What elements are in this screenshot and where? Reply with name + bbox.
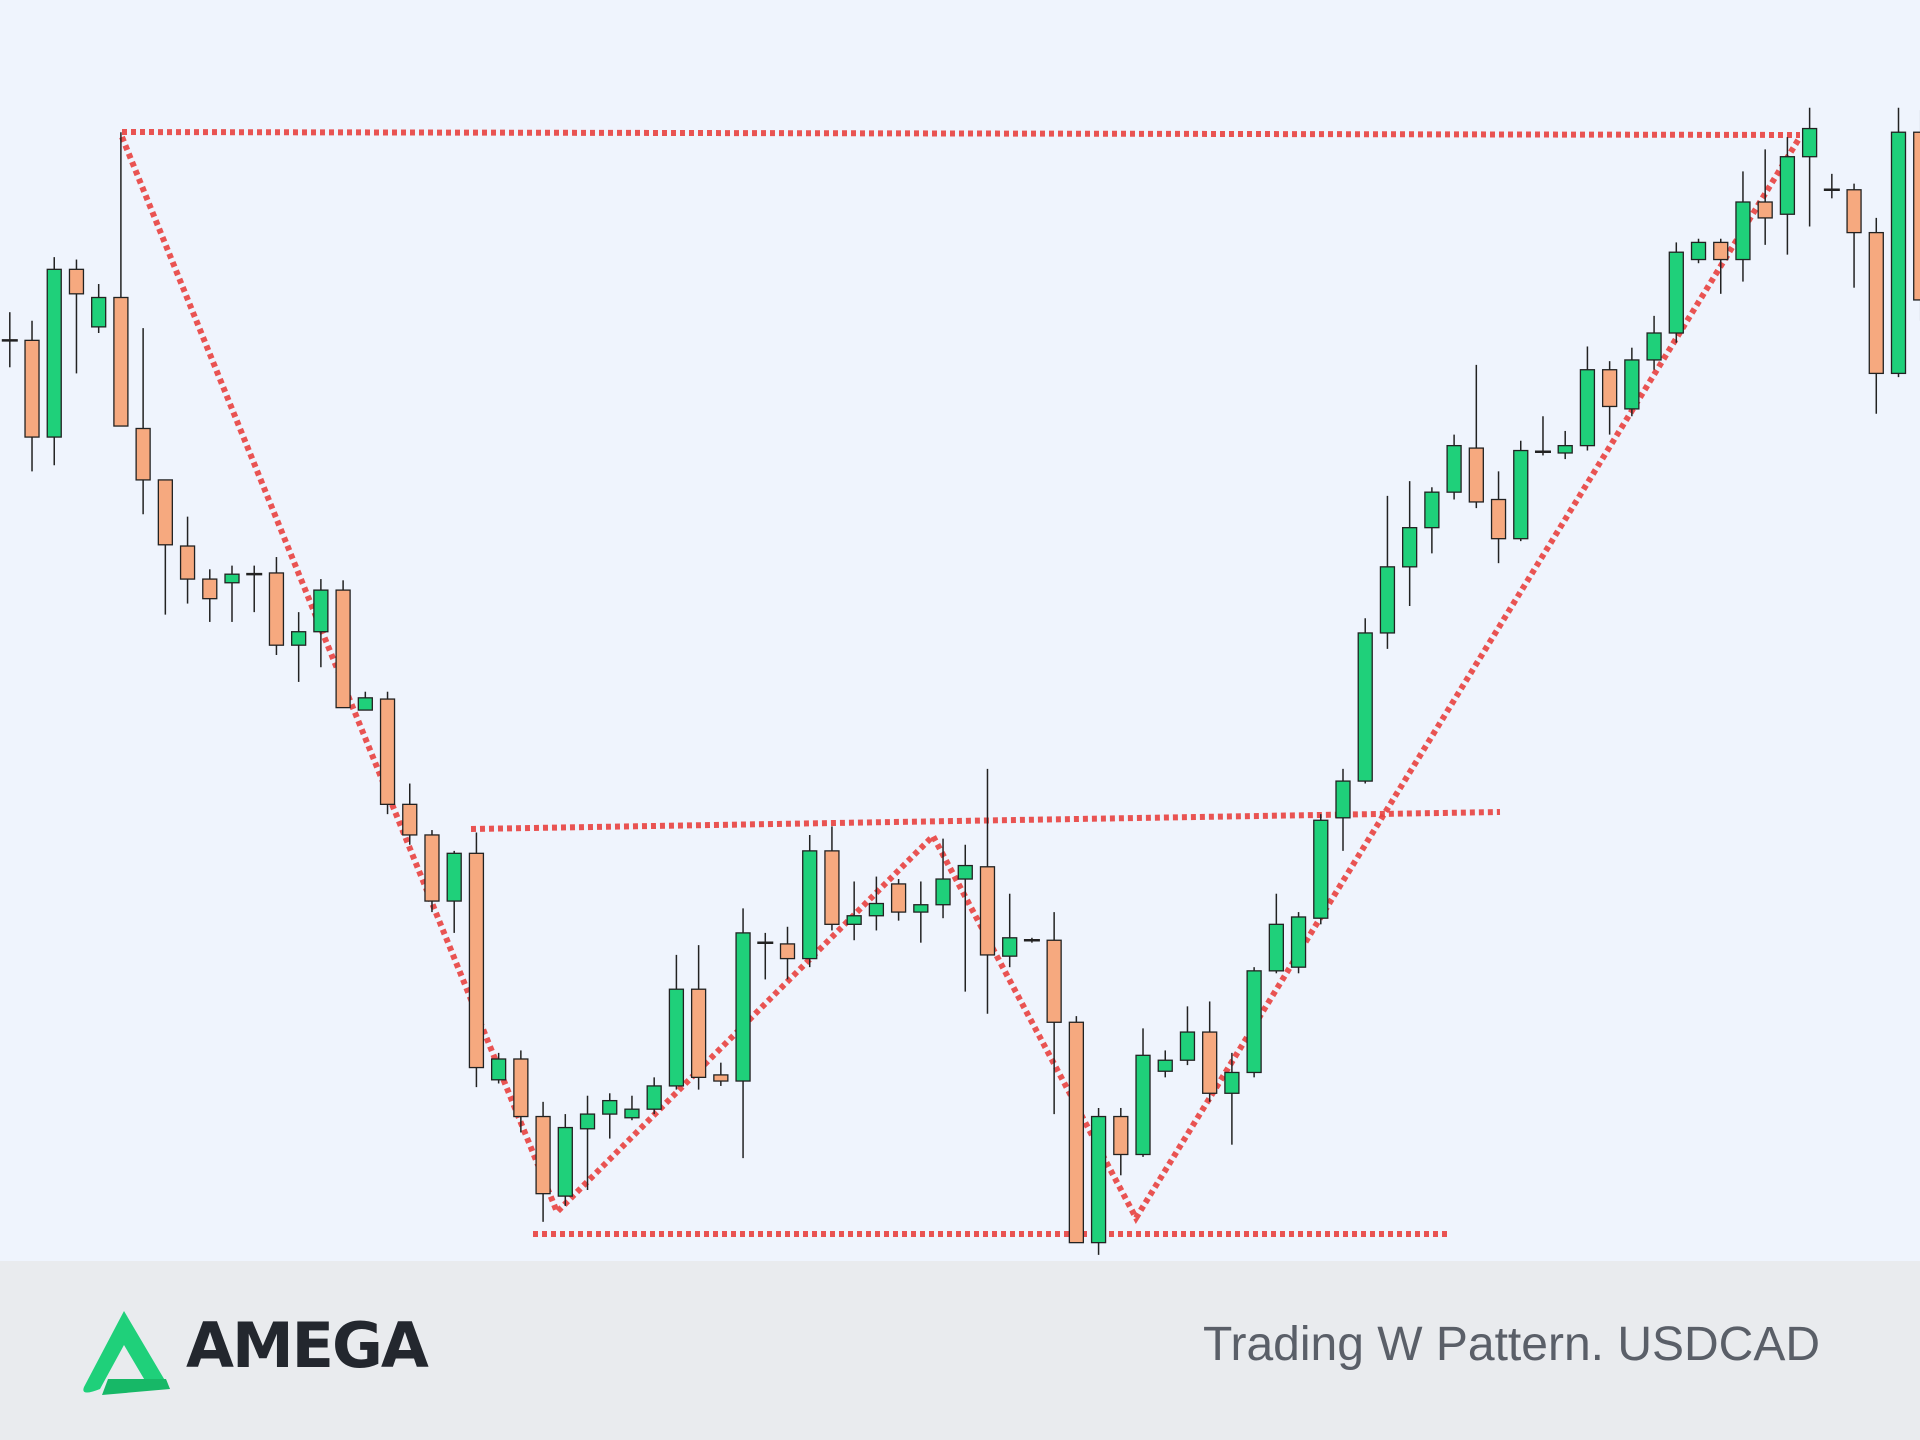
candle-body [868,902,885,917]
candle-body [1090,1115,1107,1244]
candle-body [379,698,396,805]
candle-body [1601,369,1618,408]
pattern-lines [119,129,1803,1237]
top-line [121,129,1801,138]
candle-body [335,589,351,709]
candle-body [24,339,40,438]
candle-body [779,943,796,960]
candle-body [1690,241,1707,261]
candle-body [535,1115,551,1195]
candles [1,107,1920,1255]
candle-body [1290,916,1307,968]
candle-body [268,572,285,646]
candle-body [1735,201,1751,261]
candle-body [1157,1059,1173,1072]
candle-body [46,268,62,438]
candle-body [1224,1071,1240,1094]
candle-body [402,803,418,836]
candle-body [424,834,440,902]
logo-text: AMEGA [186,1309,429,1382]
candle-body [1402,527,1418,568]
candle-body [579,1113,596,1130]
candle-body [957,864,973,880]
candle-body [735,932,751,1082]
candle-body [1379,566,1396,634]
candle-body [646,1085,662,1110]
candle-body [157,479,173,546]
chart [1,107,1920,1255]
candle-body [1179,1031,1196,1061]
candle-body [1513,449,1529,540]
candle-body [490,1058,507,1081]
candle-body [113,296,129,427]
candle-body [179,545,196,580]
candle-body [91,296,107,328]
candle-body [913,904,929,913]
candle-body [1913,131,1920,301]
candle-body [1624,359,1640,410]
candle-body [557,1126,573,1197]
logo-shape [83,1311,170,1393]
candle-body [846,915,862,925]
candle-body [1890,131,1907,375]
candle-body [1446,444,1462,493]
candle-body [668,988,685,1087]
candle-body [68,268,85,295]
candle-body [468,852,485,1069]
candle-body [1313,819,1329,919]
candle-body [1713,241,1729,261]
logo-shape [102,1379,170,1395]
candle-body [446,852,462,902]
candle-body [313,589,329,633]
candle-body [1046,939,1062,1023]
candle-body [1202,1031,1218,1094]
candle-body [1490,498,1507,540]
candle-body [824,850,840,925]
candle-body [224,573,240,584]
candle-body [1846,189,1862,234]
candle-body [1424,491,1440,529]
caption: Trading W Pattern. USDCAD [1202,1318,1820,1371]
candle-body [890,883,907,913]
candle-body [602,1099,618,1115]
candle-body [1468,447,1484,503]
candle-body [1335,780,1351,819]
candle-body [1557,444,1573,454]
candle-body [135,427,151,481]
candle-body [1779,156,1796,215]
candle-body [202,578,218,600]
candle-body [713,1074,729,1082]
candle-body [935,878,951,906]
candle-body [690,988,707,1079]
candle-body [1801,127,1818,158]
footer: AMEGA Trading W Pattern. USDCAD [0,1261,1920,1440]
candle-body [1868,231,1884,375]
candle-body [1757,201,1773,219]
candle-body [802,850,818,960]
w-line [119,135,1803,1225]
candle-body [1357,632,1373,782]
neckline [470,809,1501,832]
candle-body [1068,1021,1085,1244]
candle-body [1135,1054,1151,1156]
candle-body [513,1058,529,1118]
candle-body [1646,332,1662,361]
candle-body [1268,923,1284,972]
candle-body [1002,937,1018,957]
candle-body [1246,970,1262,1074]
candle-body [1579,369,1596,447]
candle-body [1668,251,1684,334]
candle-body [979,866,996,956]
logo-icon [83,1311,170,1395]
candle-body [357,697,373,711]
candle-body [1113,1115,1129,1156]
candle-body [624,1108,640,1119]
candle-body [291,631,307,646]
